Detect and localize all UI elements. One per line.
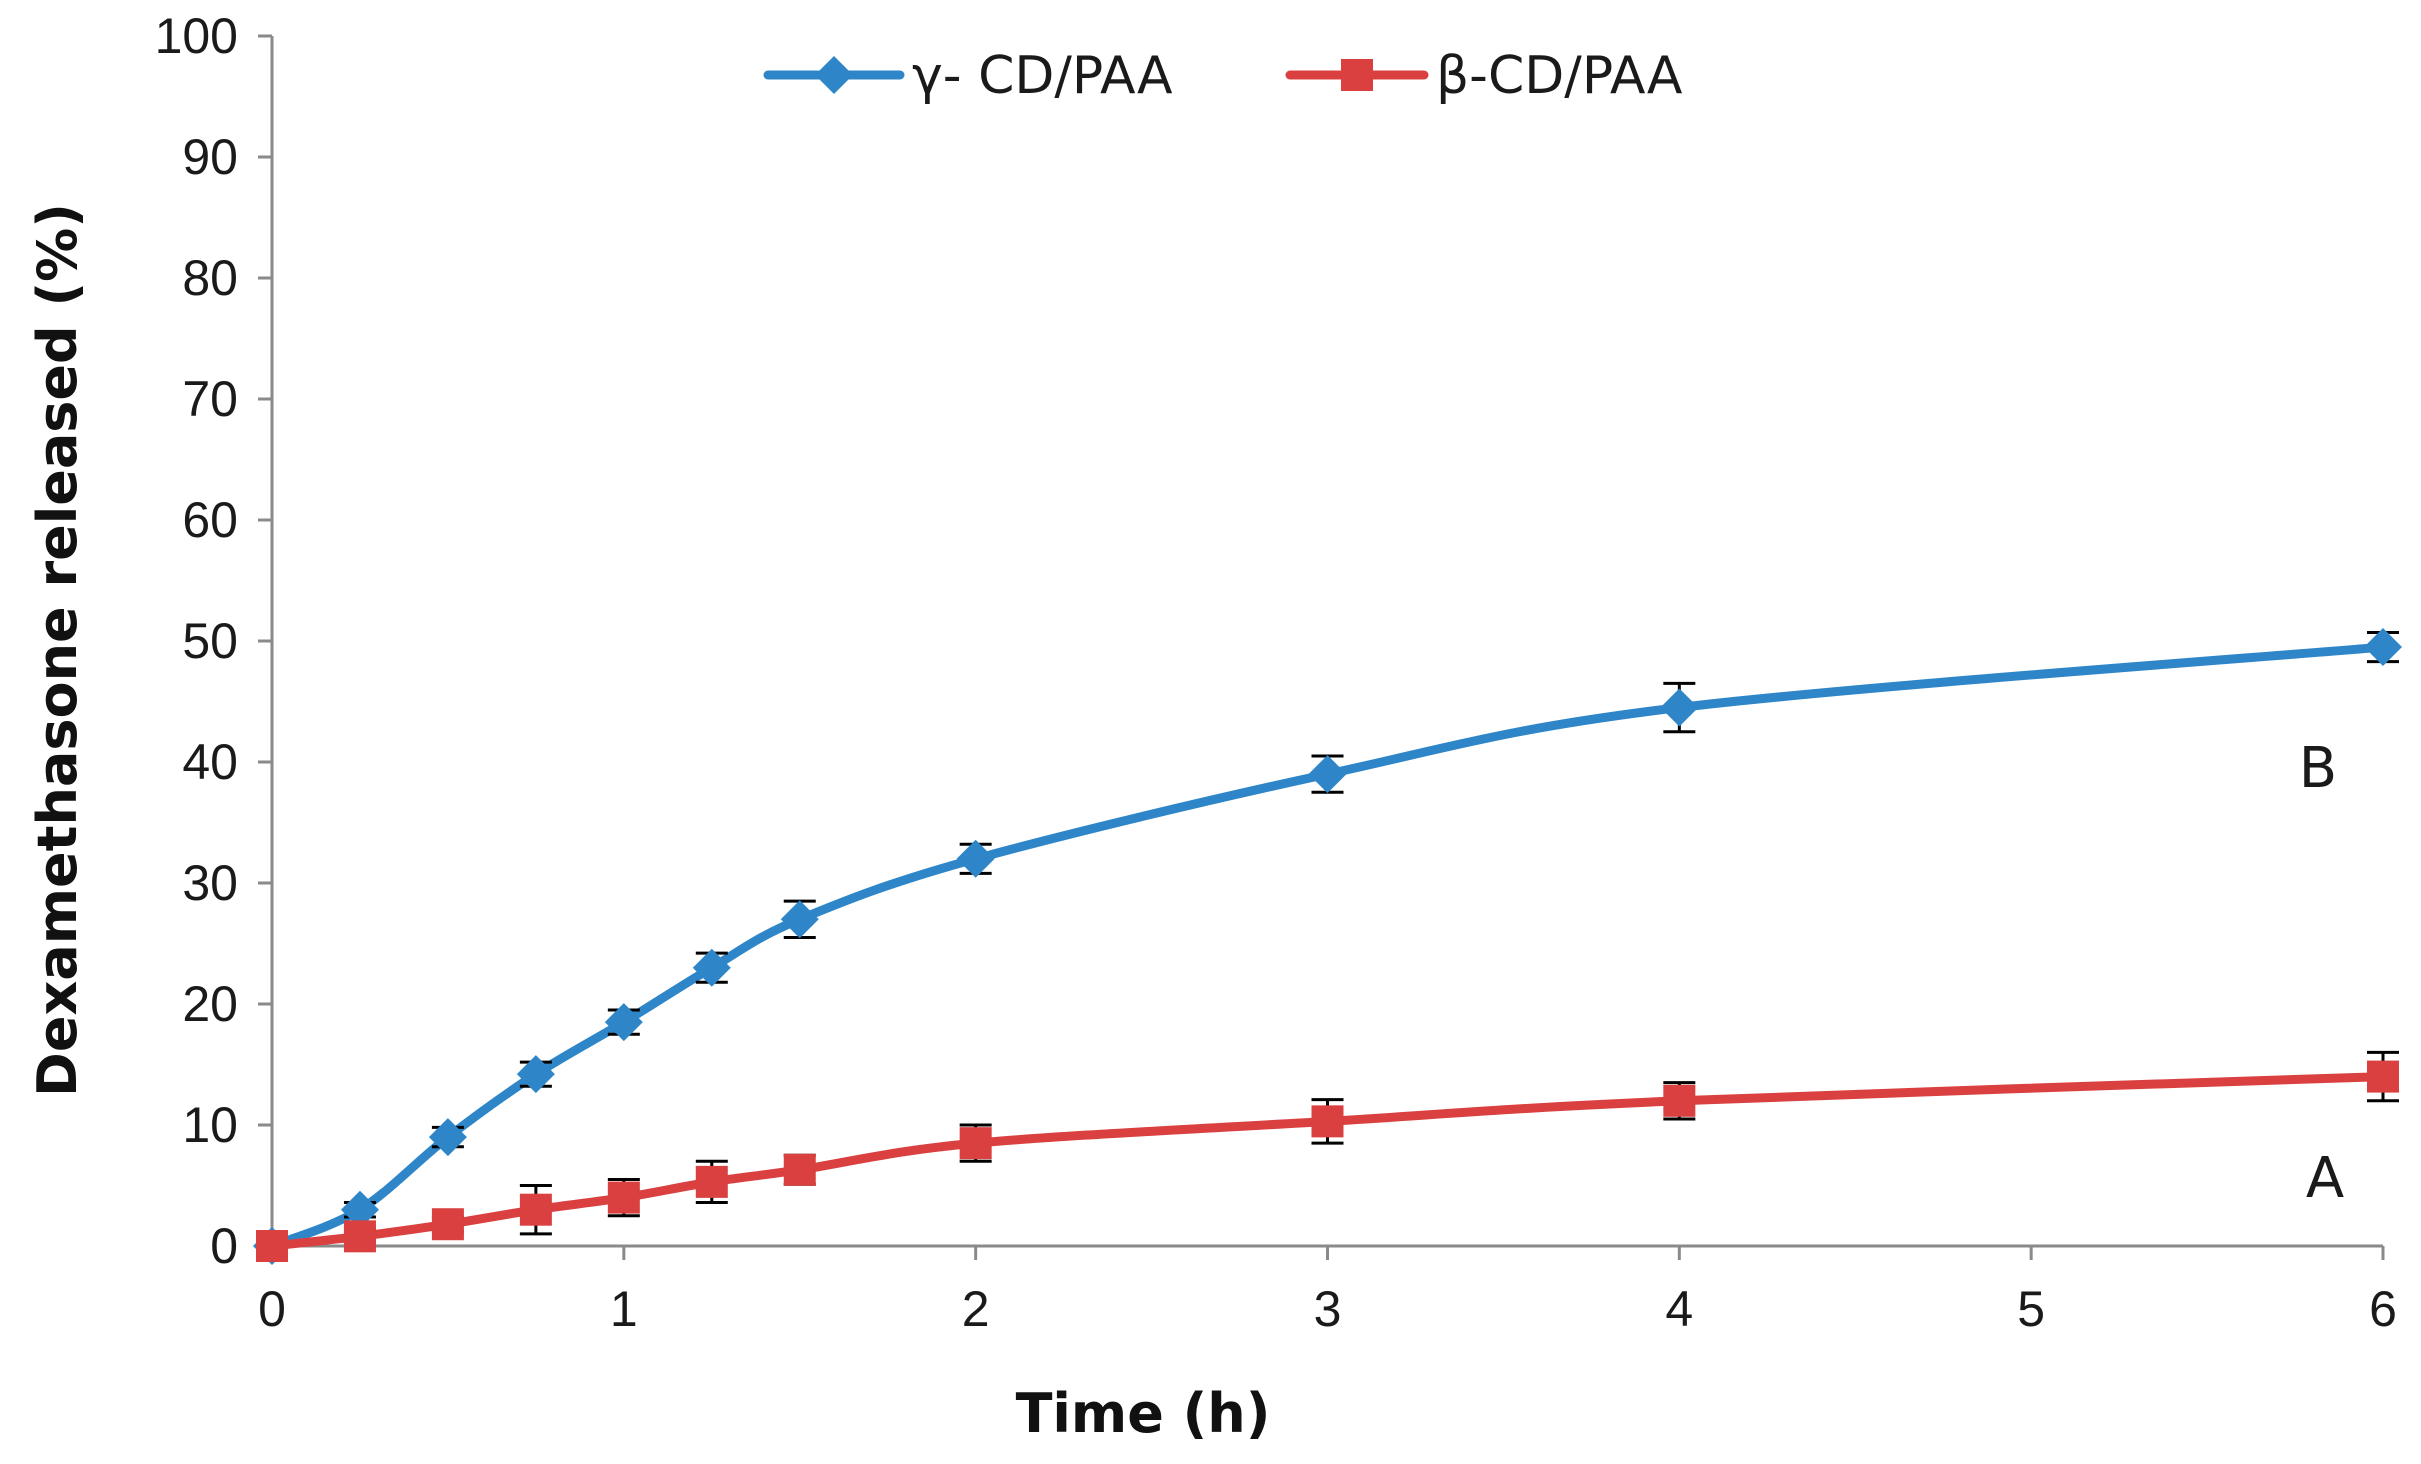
curve-label-b: B: [2299, 736, 2337, 801]
legend-marker: [815, 56, 853, 94]
data-point: [1660, 688, 1699, 727]
legend-label: β-CD/PAA: [1436, 46, 1683, 106]
data-point: [2367, 1060, 2399, 1093]
data-point: [428, 1118, 467, 1157]
data-point: [607, 1181, 640, 1214]
y-tick-label: 80: [182, 250, 238, 306]
data-point: [692, 948, 731, 987]
data-point: [1311, 1105, 1344, 1138]
x-tick-label: 5: [2017, 1281, 2045, 1337]
y-tick-label: 0: [210, 1218, 238, 1274]
data-point: [256, 1230, 288, 1262]
y-tick-label: 40: [182, 734, 238, 790]
data-point: [2364, 628, 2402, 667]
legend-label: γ- CD/PAA: [912, 46, 1173, 106]
x-tick-label: 3: [1314, 1281, 1342, 1337]
data-point: [343, 1220, 376, 1253]
y-tick-label: 70: [182, 371, 238, 427]
data-point: [1663, 1084, 1696, 1117]
data-point: [516, 1055, 555, 1094]
data-point: [519, 1193, 552, 1226]
x-tick-label: 1: [610, 1281, 638, 1337]
x-axis-title: Time (h): [1016, 1382, 1271, 1445]
series-layer: BA: [253, 628, 2402, 1265]
series-beta-cd-paa: A: [256, 1050, 2399, 1262]
axes: 0 10 20 30 40 50 60 70 80 90 100 0 1 2 3 4 5 6: [155, 8, 2397, 1337]
x-tick-label: 6: [2369, 1281, 2397, 1337]
legend: γ- CD/PAA β-CD/PAA: [763, 46, 1683, 106]
y-tick-label: 30: [182, 855, 238, 911]
curve-label-a: A: [2306, 1146, 2344, 1211]
data-point: [431, 1208, 464, 1241]
data-point: [780, 900, 819, 939]
y-tick-label: 50: [182, 613, 238, 669]
data-point: [783, 1153, 816, 1186]
y-tick-label: 100: [155, 8, 238, 64]
x-tick-label: 2: [962, 1281, 990, 1337]
data-point: [340, 1190, 379, 1229]
x-tick-label: 0: [258, 1281, 286, 1337]
y-axis-title: Dexamethasone released (%): [26, 203, 89, 1097]
legend-marker: [1341, 59, 1373, 91]
y-tick-label: 90: [182, 129, 238, 185]
y-tick-label: 60: [182, 492, 238, 548]
data-point: [959, 1127, 992, 1160]
y-tick-label: 20: [182, 976, 238, 1032]
data-point: [1308, 755, 1347, 794]
legend-item-gamma-cd-paa: γ- CD/PAA: [763, 46, 1173, 106]
y-tick-label: 10: [182, 1097, 238, 1153]
x-tick-label: 4: [1665, 1281, 1693, 1337]
data-point: [956, 839, 995, 878]
data-point: [695, 1165, 728, 1198]
data-point: [604, 1003, 643, 1042]
legend-item-beta-cd-paa: β-CD/PAA: [1285, 46, 1683, 106]
